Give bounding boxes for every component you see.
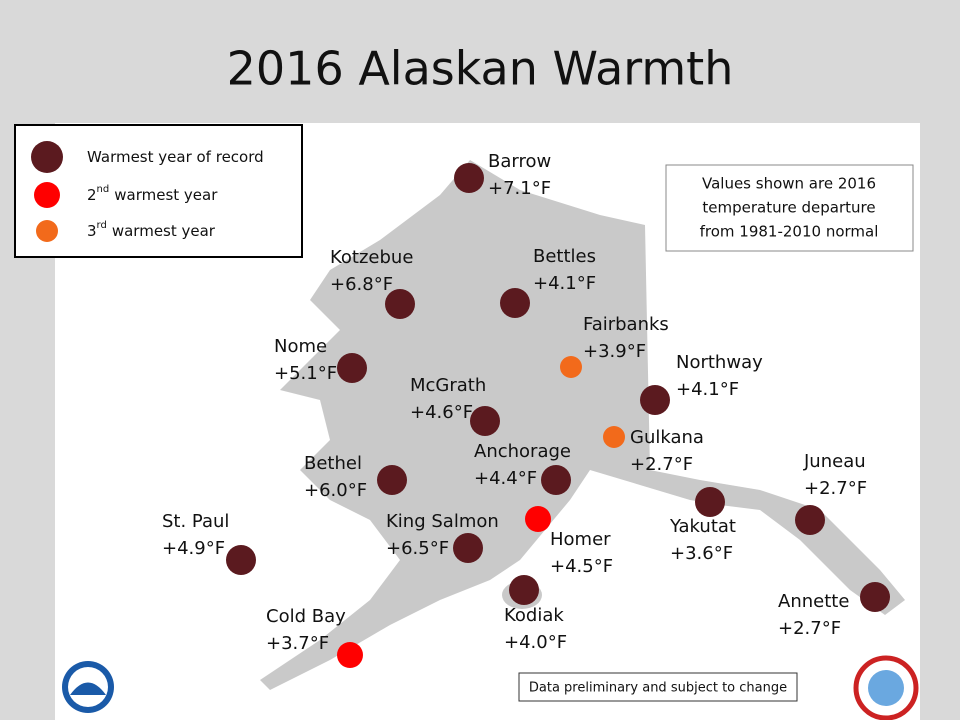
legend-prefix: 3 (87, 222, 97, 240)
station-departure: +7.1°F (488, 178, 551, 199)
station-dot (795, 505, 825, 535)
station-departure: +4.4°F (474, 468, 537, 489)
legend-label: 2nd warmest year (87, 184, 218, 204)
legend-prefix: Warmest year of record (87, 148, 264, 166)
station-dot (377, 465, 407, 495)
station-dot (603, 426, 625, 448)
station-departure: +4.0°F (504, 632, 567, 653)
station-name: Bettles (533, 246, 596, 267)
legend-prefix: 2 (87, 186, 97, 204)
station-name: Kotzebue (330, 247, 413, 268)
station-name: Barrow (488, 151, 551, 172)
title: 2016 Alaskan Warmth (227, 42, 734, 96)
note-line: temperature departure (702, 199, 875, 217)
station-name: Kodiak (504, 605, 564, 626)
station-departure: +6.8°F (330, 274, 393, 295)
station-dot (385, 289, 415, 319)
note-line: from 1981-2010 normal (700, 223, 879, 241)
alaska-shape (260, 160, 905, 690)
station-dot (509, 575, 539, 605)
station-name: Northway (676, 352, 763, 373)
station-dot (226, 545, 256, 575)
legend-label: Warmest year of record (87, 148, 264, 166)
station-dot (500, 288, 530, 318)
station-name: Annette (778, 591, 849, 612)
station-name: Yakutat (669, 516, 736, 537)
station-dot (454, 163, 484, 193)
legend-swatch (31, 141, 63, 173)
station-dot (337, 642, 363, 668)
station-departure: +4.5°F (550, 556, 613, 577)
station-dot (453, 533, 483, 563)
footer-note: Data preliminary and subject to change (529, 681, 787, 696)
station-departure: +2.7°F (778, 618, 841, 639)
noaa-logo (62, 661, 114, 713)
station-dot (695, 487, 725, 517)
station-departure: +6.0°F (304, 480, 367, 501)
station-name: King Salmon (386, 511, 499, 532)
station-dot (337, 353, 367, 383)
station-name: Fairbanks (583, 314, 669, 335)
station-name: Nome (274, 336, 327, 357)
station-departure: +6.5°F (386, 538, 449, 559)
station-departure: +3.9°F (583, 341, 646, 362)
station-dot (860, 582, 890, 612)
station-departure: +4.9°F (162, 538, 225, 559)
station-name: Homer (550, 529, 611, 550)
station-name: McGrath (410, 375, 486, 396)
stations: Barrow +7.1°F Kotzebue +6.8°F Bettles +4.1°F F… (162, 151, 890, 668)
legend-text: warmest year (114, 186, 218, 204)
station-departure: +5.1°F (274, 363, 337, 384)
legend-sup: nd (97, 184, 110, 195)
station-departure: +2.7°F (804, 478, 867, 499)
legend-sup: rd (97, 220, 107, 231)
note-box (665, 164, 914, 252)
station-dot (525, 506, 551, 532)
station-departure: +2.7°F (630, 454, 693, 475)
legend-box (14, 124, 303, 258)
station-dot (470, 406, 500, 436)
station-name: Gulkana (630, 427, 704, 448)
note: Values shown are 2016 temperature departu… (700, 175, 879, 241)
station-name: St. Paul (162, 511, 229, 532)
station-departure: +4.1°F (533, 273, 596, 294)
legend-swatch (34, 182, 60, 208)
station-name: Cold Bay (266, 606, 346, 627)
station-name: Anchorage (474, 441, 571, 462)
station-departure: +3.7°F (266, 633, 329, 654)
footer-box (518, 672, 798, 702)
station-dot (541, 465, 571, 495)
legend-text: warmest year (112, 222, 216, 240)
station-dot (640, 385, 670, 415)
note-line: Values shown are 2016 (702, 175, 876, 193)
legend-swatch (36, 220, 58, 242)
station-departure: +4.1°F (676, 379, 739, 400)
station-name: Bethel (304, 453, 362, 474)
station-departure: +3.6°F (670, 543, 733, 564)
legend-label: 3rd warmest year (87, 220, 216, 240)
station-departure: +4.6°F (410, 402, 473, 423)
station-name: Juneau (803, 451, 866, 472)
station-dot (560, 356, 582, 378)
nws-logo (853, 655, 919, 720)
